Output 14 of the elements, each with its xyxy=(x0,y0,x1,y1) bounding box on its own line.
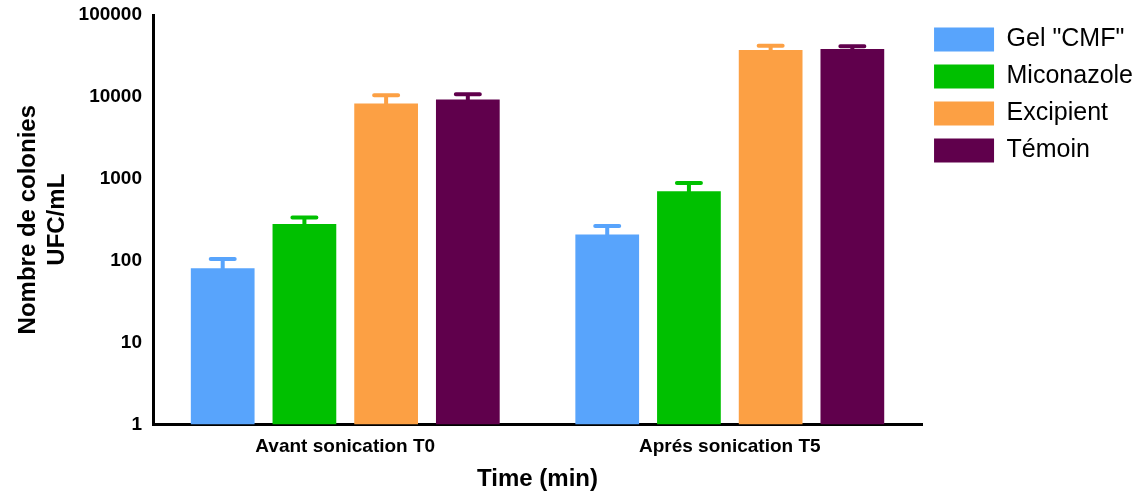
y-tick-label: 10000 xyxy=(89,85,142,107)
legend-label: Gel "CMF" xyxy=(1006,23,1125,52)
y-tick-label: 100 xyxy=(110,248,142,270)
x-tick-label: Aprés sonication T5 xyxy=(638,435,822,457)
y-tick-label: 1 xyxy=(131,412,143,434)
x-tick-label: Avant sonication T0 xyxy=(255,435,436,457)
y-tick-label: 100000 xyxy=(78,3,142,25)
legend-label: Miconazole xyxy=(1006,60,1133,89)
y-axis-title: Nombre de colonies UFC/mL xyxy=(13,105,69,335)
x-axis-title: Time (min) xyxy=(477,464,598,492)
legend-label: Témoin xyxy=(1006,134,1090,163)
y-tick-label: 10 xyxy=(120,330,142,352)
legend-label: Excipient xyxy=(1006,97,1109,126)
y-tick-label: 1000 xyxy=(99,166,142,188)
